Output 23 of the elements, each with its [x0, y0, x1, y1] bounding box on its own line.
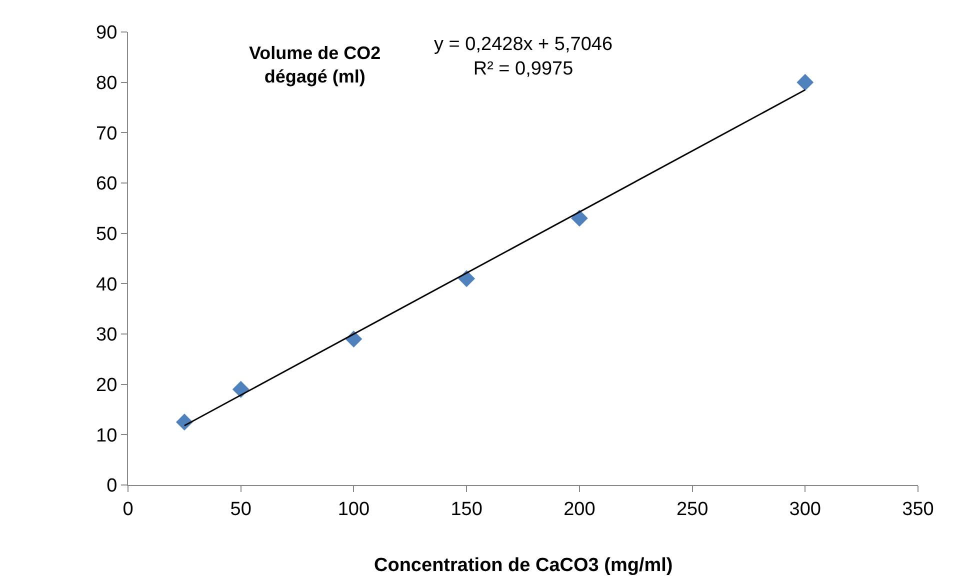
y-tick-label: 70 — [96, 123, 118, 144]
point — [570, 210, 588, 227]
y-tick-label: 0 — [106, 476, 118, 497]
y-tick-label: 20 — [96, 374, 118, 396]
annotation: y = 0,2428x + 5,7046 R² = 0,9975 — [434, 34, 613, 80]
y-axis-title: Volume de CO2 dégagé (ml) — [249, 43, 381, 86]
x-tick-label: 150 — [450, 498, 482, 520]
y-tick-label: 90 — [96, 22, 118, 44]
y-tick-label: 40 — [96, 274, 118, 296]
x-tick-label: 100 — [338, 498, 370, 520]
x-tick-label: 250 — [676, 498, 708, 520]
y-tick-label: 30 — [96, 324, 118, 346]
y-tick-label: 60 — [96, 174, 118, 195]
x-tick-label: 200 — [564, 498, 596, 520]
point — [796, 74, 814, 91]
x-tick-label: 50 — [230, 498, 252, 520]
x-tick-label: 0 — [122, 498, 134, 520]
x-tick-label: 300 — [789, 498, 821, 520]
y-tick-label: 50 — [96, 224, 118, 245]
x-axis-title: Concentration de CaCO3 (mg/ml) — [374, 555, 673, 576]
y-tick-label: 10 — [96, 425, 118, 446]
x-tick-label: 350 — [902, 498, 934, 520]
y-tick-label: 80 — [96, 72, 118, 94]
